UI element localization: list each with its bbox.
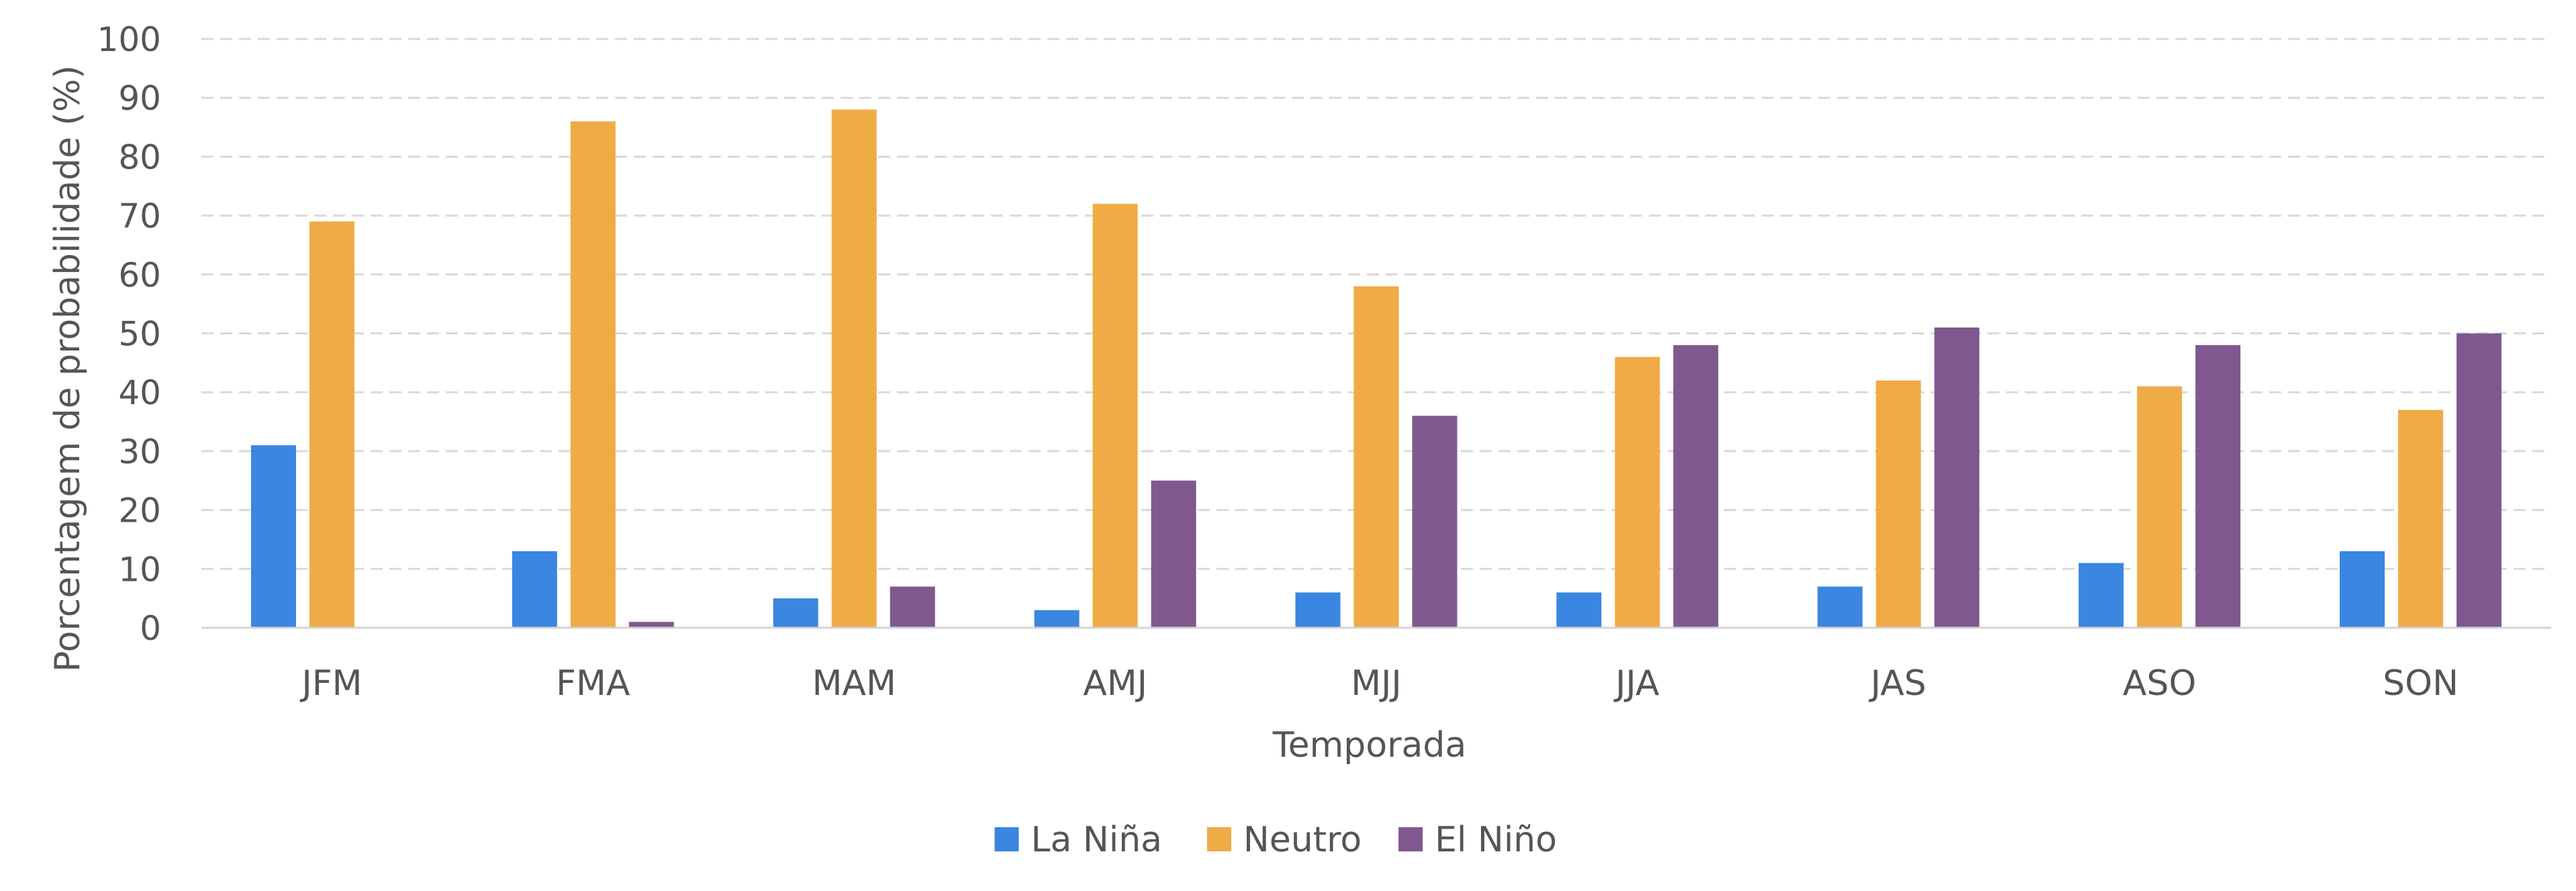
- bar-jas-el-nino: [1934, 327, 1980, 628]
- bar-fma-neutro: [570, 121, 616, 628]
- x-tick-label: ASO: [2123, 663, 2197, 704]
- bar-son-neutro: [2398, 410, 2444, 628]
- x-tick-label: JAS: [1868, 663, 1926, 704]
- bar-mjj-la-nina: [1295, 592, 1341, 628]
- bar-amj-neutro: [1092, 203, 1138, 628]
- bar-mam-el-nino: [890, 586, 935, 628]
- x-axis-title: Temporada: [1272, 725, 1467, 765]
- y-axis-title: Porcentagem de probabilidade (%): [48, 65, 88, 672]
- y-tick-label: 70: [118, 197, 161, 236]
- x-tick-label: AMJ: [1083, 663, 1147, 704]
- legend-label: Neutro: [1243, 820, 1362, 860]
- x-tick-label: MAM: [812, 663, 896, 704]
- bar-aso-el-nino: [2195, 345, 2241, 628]
- legend: La Niña Neutro El Niño: [994, 820, 1557, 860]
- bar-aso-la-nina: [2079, 563, 2124, 628]
- x-tick-label: FMA: [556, 663, 630, 704]
- bar-fma-la-nina: [512, 551, 557, 628]
- bar-jas-la-nina: [1817, 586, 1863, 628]
- bar-jfm-la-nina: [250, 445, 296, 628]
- legend-swatch: [1398, 827, 1423, 851]
- bar-mam-neutro: [831, 109, 877, 628]
- x-tick-label: MJJ: [1351, 663, 1402, 704]
- bar-fma-el-nino: [628, 622, 674, 628]
- x-tick-label: SON: [2383, 663, 2459, 704]
- legend-item-el-nino: El Niño: [1398, 820, 1557, 860]
- bars: [250, 109, 2502, 628]
- bar-mjj-el-nino: [1412, 416, 1458, 628]
- bar-mam-la-nina: [773, 598, 818, 628]
- y-tick-label: 60: [118, 256, 161, 295]
- y-tick-labels: 0 10 20 30 40 50 60 70 80 90 100: [97, 20, 161, 648]
- y-tick-label: 40: [118, 373, 161, 412]
- bar-jja-la-nina: [1556, 592, 1602, 628]
- bar-jas-neutro: [1876, 380, 1921, 628]
- bar-son-la-nina: [2340, 551, 2385, 628]
- legend-swatch: [994, 827, 1019, 851]
- legend-swatch: [1206, 827, 1231, 851]
- y-tick-label: 30: [118, 432, 161, 471]
- y-tick-label: 50: [118, 315, 161, 354]
- bar-jfm-neutro: [309, 221, 354, 628]
- bar-aso-neutro: [2137, 386, 2183, 628]
- y-tick-label: 10: [118, 550, 161, 589]
- y-tick-label: 100: [97, 20, 161, 59]
- legend-item-neutro: Neutro: [1206, 820, 1362, 860]
- x-tick-label: JJA: [1613, 663, 1660, 704]
- bar-son-el-nino: [2456, 333, 2502, 628]
- bar-mjj-neutro: [1353, 286, 1399, 628]
- x-tick-labels: JFM FMA MAM AMJ MJJ JJA JAS ASO SON: [299, 663, 2459, 704]
- bar-amj-el-nino: [1151, 480, 1196, 628]
- y-tick-label: 90: [118, 79, 161, 118]
- legend-label: El Niño: [1435, 820, 1557, 860]
- bar-jja-neutro: [1615, 357, 1660, 628]
- y-tick-label: 0: [140, 609, 161, 648]
- legend-label: La Niña: [1031, 820, 1163, 860]
- bar-jja-el-nino: [1673, 345, 1719, 628]
- bar-amj-la-nina: [1034, 610, 1080, 628]
- y-tick-label: 80: [118, 138, 161, 177]
- y-tick-label: 20: [118, 491, 161, 530]
- legend-item-la-nina: La Niña: [994, 820, 1163, 860]
- x-tick-label: JFM: [299, 663, 362, 704]
